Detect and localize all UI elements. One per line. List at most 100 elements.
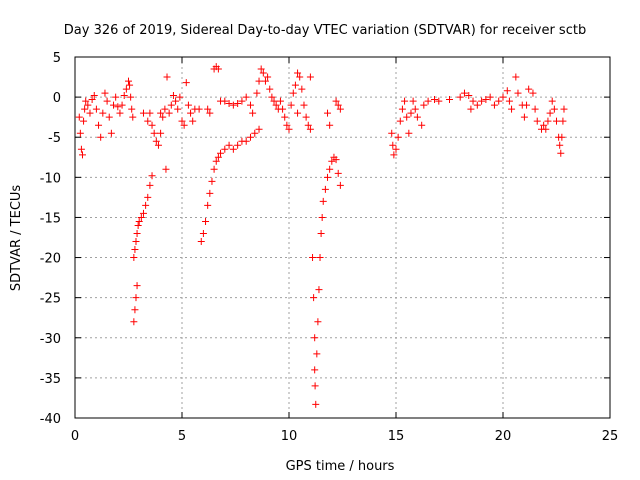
data-point (202, 217, 210, 225)
data-point (255, 125, 263, 133)
data-point (146, 109, 154, 117)
data-point (234, 141, 242, 149)
data-point (446, 96, 453, 104)
data-point (314, 318, 322, 326)
data-point (411, 105, 419, 113)
data-point (217, 149, 225, 157)
data-point (559, 117, 567, 125)
data-point (257, 65, 265, 73)
data-point (130, 318, 138, 326)
data-point (495, 97, 503, 105)
data-point (259, 69, 267, 77)
data-point (312, 400, 320, 408)
data-points (75, 63, 568, 408)
data-point (162, 165, 170, 173)
data-point (420, 101, 428, 109)
data-point (112, 93, 120, 101)
data-point (134, 221, 142, 229)
data-point (505, 97, 513, 105)
y-tick-label: -35 (40, 372, 61, 387)
data-point (456, 93, 464, 101)
data-point (210, 165, 218, 173)
y-tick-label: -40 (40, 412, 61, 427)
data-point (178, 117, 186, 125)
data-point (131, 246, 139, 254)
data-point (508, 105, 516, 113)
data-point (165, 109, 173, 117)
y-tick-label: -20 (40, 252, 61, 267)
data-point (503, 87, 511, 95)
data-point (334, 169, 342, 177)
data-point (122, 85, 130, 93)
data-point (206, 109, 214, 117)
data-point (184, 101, 192, 109)
data-point (238, 97, 246, 105)
y-tick-label: -25 (40, 292, 61, 307)
data-point (251, 129, 259, 137)
data-point (486, 93, 494, 101)
data-point (324, 109, 332, 117)
data-point (195, 105, 203, 113)
data-point (139, 209, 147, 217)
data-point (197, 238, 205, 246)
data-point (144, 193, 152, 201)
data-point (214, 153, 222, 161)
data-point (514, 89, 522, 97)
data-point (225, 141, 233, 149)
data-point (309, 254, 317, 262)
data-point (161, 105, 169, 113)
data-point (167, 101, 175, 109)
data-point (92, 105, 100, 113)
x-tick-label: 20 (495, 429, 512, 444)
data-point (116, 109, 124, 117)
data-point (135, 217, 143, 225)
data-point (533, 117, 541, 125)
data-point (229, 145, 237, 153)
data-point (311, 366, 319, 374)
data-point (132, 238, 140, 246)
data-point (110, 101, 118, 109)
data-point (88, 96, 96, 104)
data-point (336, 181, 344, 189)
data-point (137, 213, 145, 221)
data-point (546, 109, 554, 117)
y-tick-label: -15 (40, 211, 61, 226)
y-tick-label: 0 (53, 91, 61, 106)
data-point (473, 101, 481, 109)
data-point (431, 96, 439, 104)
data-point (148, 121, 156, 129)
data-point (169, 92, 177, 100)
data-point (490, 101, 498, 109)
data-point (208, 177, 216, 185)
data-point (302, 113, 310, 121)
data-point (163, 73, 171, 81)
data-point (478, 97, 486, 105)
data-point (101, 89, 109, 97)
data-point (469, 97, 477, 105)
data-point (306, 125, 314, 133)
data-point (176, 93, 184, 101)
data-point (550, 105, 558, 113)
x-tick-label: 15 (388, 429, 405, 444)
data-point (268, 93, 276, 101)
data-point (182, 79, 190, 87)
y-tick-label: -10 (40, 171, 61, 186)
data-point (242, 93, 250, 101)
data-point (405, 129, 413, 137)
data-point (221, 145, 229, 153)
data-point (174, 105, 182, 113)
y-axis-label: SDTVAR / TECUs (9, 185, 24, 292)
data-point (77, 145, 85, 153)
data-point (249, 109, 257, 117)
data-point (272, 101, 280, 109)
data-point (142, 201, 150, 209)
data-point (114, 103, 122, 111)
data-point (283, 121, 291, 129)
data-point (294, 69, 302, 77)
data-point (103, 97, 111, 105)
x-axis-label: GPS time / hours (286, 459, 395, 474)
y-tick-label: -30 (40, 332, 61, 347)
data-point (540, 121, 548, 129)
x-tick-label: 25 (602, 429, 619, 444)
data-point (75, 113, 83, 121)
